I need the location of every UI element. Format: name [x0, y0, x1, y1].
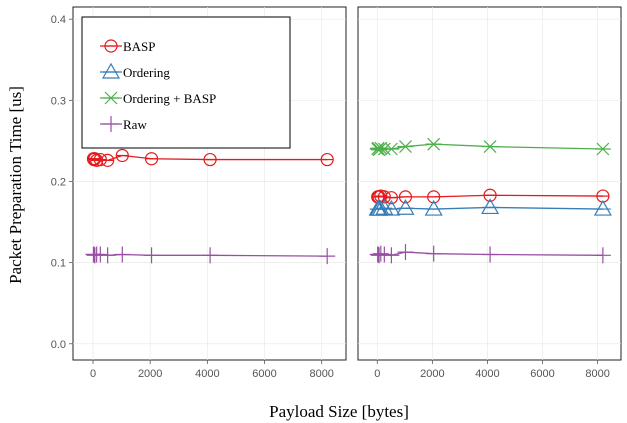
- data-point-basp: [398, 190, 413, 204]
- data-point-raw: [99, 247, 116, 264]
- legend-marker-ordering: [101, 62, 121, 79]
- data-point-raw: [383, 247, 400, 264]
- legend-marker-raw: [103, 116, 119, 132]
- data-point-raw: [594, 247, 611, 264]
- legend-item-raw: Raw: [100, 116, 147, 132]
- legend-marker-basp: [104, 39, 118, 53]
- legend-item-basp: BASP: [100, 39, 156, 54]
- data-point-basp: [203, 152, 217, 167]
- x-tick-label: 0: [374, 368, 380, 380]
- legend-label: Raw: [123, 117, 147, 132]
- y-tick-label: 0.2: [51, 176, 66, 188]
- data-point-ordering: [593, 199, 612, 216]
- x-tick-label: 6000: [252, 368, 276, 380]
- data-point-ordering-basp: [594, 142, 611, 156]
- data-point-ordering-basp: [372, 141, 389, 155]
- data-point-raw: [319, 248, 336, 265]
- data-point-basp: [320, 152, 334, 167]
- data-point-ordering-basp: [383, 142, 400, 156]
- x-tick-label: 6000: [530, 368, 554, 380]
- panel-2-frame: [357, 6, 622, 361]
- legend-item-ordering: Ordering: [100, 62, 170, 80]
- legend-label: Ordering + BASP: [123, 91, 216, 106]
- data-point-basp: [377, 190, 391, 204]
- x-tick-label: 8000: [309, 368, 333, 380]
- data-point-basp: [101, 153, 115, 167]
- data-point-raw: [372, 245, 389, 262]
- data-point-raw: [482, 246, 499, 263]
- data-point-basp: [427, 190, 441, 204]
- x-tick-label: 2000: [138, 368, 162, 380]
- legend-frame: [81, 16, 291, 149]
- y-tick-label: 0.1: [51, 258, 66, 270]
- x-tick-label: 4000: [195, 368, 219, 380]
- data-point-raw: [143, 247, 160, 264]
- data-point-basp: [483, 188, 497, 202]
- data-point-basp: [93, 152, 107, 167]
- data-point-ordering: [396, 199, 415, 215]
- x-tick-label: 8000: [585, 368, 609, 380]
- x-tick-label: 2000: [420, 368, 444, 380]
- data-point-basp: [115, 148, 129, 163]
- data-point-raw: [114, 246, 131, 263]
- y-tick-label: 0.3: [51, 95, 66, 107]
- legend-label: Ordering: [123, 65, 170, 80]
- legend-label: BASP: [123, 39, 156, 54]
- data-point-basp: [144, 152, 159, 166]
- data-point-ordering-basp: [425, 137, 442, 151]
- legend: BASP Ordering Ordering + BASP Raw: [81, 16, 291, 149]
- x-tick-label: 0: [90, 368, 96, 380]
- data-point-ordering: [424, 199, 443, 216]
- x-axis-title: Payload Size [bytes]: [269, 402, 409, 421]
- data-point-ordering-basp: [397, 140, 414, 154]
- legend-marker-ordering-basp: [103, 91, 119, 105]
- y-tick-label: 0.4: [51, 14, 66, 26]
- data-point-raw: [376, 246, 393, 263]
- y-tick-label: 0.0: [51, 339, 66, 351]
- legend-item-ordering-basp: Ordering + BASP: [100, 91, 216, 106]
- panel-2: 0 2000 4000 6000 8000: [357, 6, 622, 380]
- data-point-raw: [397, 244, 414, 261]
- data-point-raw: [92, 246, 109, 263]
- data-point-ordering: [481, 198, 500, 215]
- data-point-ordering-basp: [482, 140, 499, 154]
- data-point-ordering: [382, 199, 401, 216]
- x-tick-label: 4000: [475, 368, 499, 380]
- data-point-basp: [384, 191, 398, 205]
- data-point-raw: [202, 247, 219, 264]
- y-axis-title: Packet Preparation Time [us]: [6, 86, 25, 284]
- data-point-raw: [425, 245, 442, 262]
